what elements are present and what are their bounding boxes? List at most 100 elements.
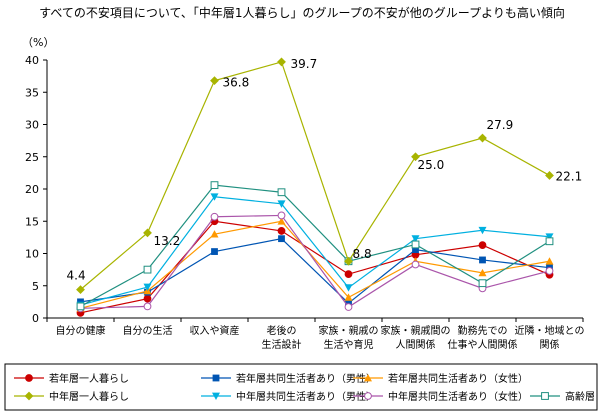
data-point [545, 171, 554, 180]
series-line [80, 238, 550, 304]
data-point [478, 133, 487, 143]
legend-marker [25, 374, 33, 382]
series-5 [76, 193, 554, 310]
legend-marker [212, 374, 220, 382]
data-point [277, 211, 286, 220]
data-point [143, 265, 152, 274]
series-7 [76, 181, 554, 311]
data-point [344, 293, 353, 301]
data-point [210, 76, 219, 86]
data-point [545, 267, 554, 275]
data-label: 36.8 [223, 76, 250, 90]
legend-label: 若年層共同生活者あり（男性） [236, 372, 376, 385]
legend-marker [212, 392, 220, 400]
data-point [344, 303, 353, 311]
y-tick-label: 25 [25, 151, 39, 164]
data-point [411, 235, 420, 243]
data-point [143, 228, 152, 238]
data-label: 27.9 [487, 118, 514, 132]
data-label: 25.0 [418, 158, 445, 172]
legend: 若年層一人暮らし 若年層共同生活者あり（男性） 若年層共同生活者あり（女性） 中年層一… [14, 372, 595, 403]
y-tick-label: 15 [25, 215, 39, 228]
data-point [344, 284, 353, 292]
y-tick-label: 30 [25, 119, 39, 132]
y-tick-label: 20 [25, 183, 39, 196]
data-point [210, 181, 219, 190]
y-axis-label: （%） [22, 36, 54, 49]
data-point [277, 217, 286, 225]
series-line [80, 220, 550, 309]
y-tick-label: 0 [32, 312, 39, 325]
data-point [143, 283, 152, 292]
series-line [80, 61, 550, 291]
x-tick-label: 生活や育児 [324, 338, 374, 351]
chart-title: すべての不安項目について、「中年層1人暮らし」のグループの不安が他のグループより… [39, 5, 565, 20]
legend-item-4: 中年層一人暮らし [14, 390, 129, 403]
series-line [80, 214, 550, 309]
x-tick-label: 勤務先での [458, 324, 508, 337]
data-point [210, 230, 219, 238]
data-point [210, 212, 219, 221]
data-point [277, 227, 286, 235]
data-point [143, 294, 152, 303]
legend-item-3: 若年層共同生活者あり（女性） [353, 372, 528, 385]
data-point [344, 270, 353, 279]
data-point [545, 237, 554, 246]
data-point [545, 233, 554, 241]
data-point [479, 256, 486, 264]
x-tick-label: 家族・親戚間の [381, 324, 451, 337]
x-tick-label: 人間関係 [396, 339, 436, 351]
data-point [545, 257, 554, 265]
series-line [80, 184, 550, 307]
y-tick-label: 10 [25, 248, 39, 261]
series-line [80, 196, 550, 306]
legend-marker [541, 392, 549, 400]
legend-label: 若年層一人暮らし [49, 372, 129, 385]
x-tick-label: 仕事や人間関係 [448, 338, 518, 351]
legend-marker [364, 392, 372, 400]
legend-item-1: 若年層一人暮らし [14, 372, 129, 385]
data-point [411, 260, 420, 269]
x-tick-label: 家族・親戚の [319, 324, 379, 337]
data-point [143, 302, 152, 311]
data-point [411, 240, 420, 249]
x-tick-label: 生活設計 [262, 338, 302, 351]
data-point [277, 57, 286, 67]
x-tick-label: 収入や資産 [190, 324, 240, 337]
legend-item-5: 中年層共同生活者あり（男性） [201, 390, 376, 403]
y-tick-label: 35 [25, 86, 39, 99]
data-point [478, 279, 487, 288]
x-tick-label: 近隣・地域との [515, 324, 585, 337]
legend-label: 高齢層 [565, 390, 595, 403]
legend-label: 若年層共同生活者あり（女性） [388, 372, 528, 385]
data-label: 4.4 [67, 269, 86, 283]
data-point [210, 193, 219, 201]
x-tick-label: 自分の生活 [123, 324, 173, 337]
x-tick-label: 老後の [267, 324, 297, 337]
data-point [411, 152, 420, 162]
data-point [76, 285, 85, 295]
legend-label: 中年層共同生活者あり（女性） [388, 390, 528, 403]
legend-item-6: 中年層共同生活者あり（女性） [353, 390, 528, 403]
y-tick-label: 40 [25, 54, 39, 67]
data-point [344, 256, 353, 266]
legend-marker [364, 374, 372, 382]
data-label: 13.2 [154, 234, 181, 248]
x-tick-label: 自分の健康 [56, 324, 106, 337]
data-label: 39.7 [291, 57, 318, 71]
data-point [211, 248, 218, 255]
legend-label: 中年層一人暮らし [49, 390, 129, 403]
data-point [478, 241, 487, 250]
data-point [277, 200, 286, 208]
x-tick-label: 関係 [540, 339, 560, 351]
legend-marker [24, 391, 34, 401]
legend-item-2: 若年層共同生活者あり（男性） [201, 372, 376, 385]
data-point [278, 235, 285, 243]
legend-box [4, 363, 598, 411]
series-4 [76, 57, 554, 295]
data-label: 8.8 [353, 247, 372, 261]
y-tick-label: 5 [32, 280, 39, 293]
data-label: 22.1 [556, 169, 583, 183]
